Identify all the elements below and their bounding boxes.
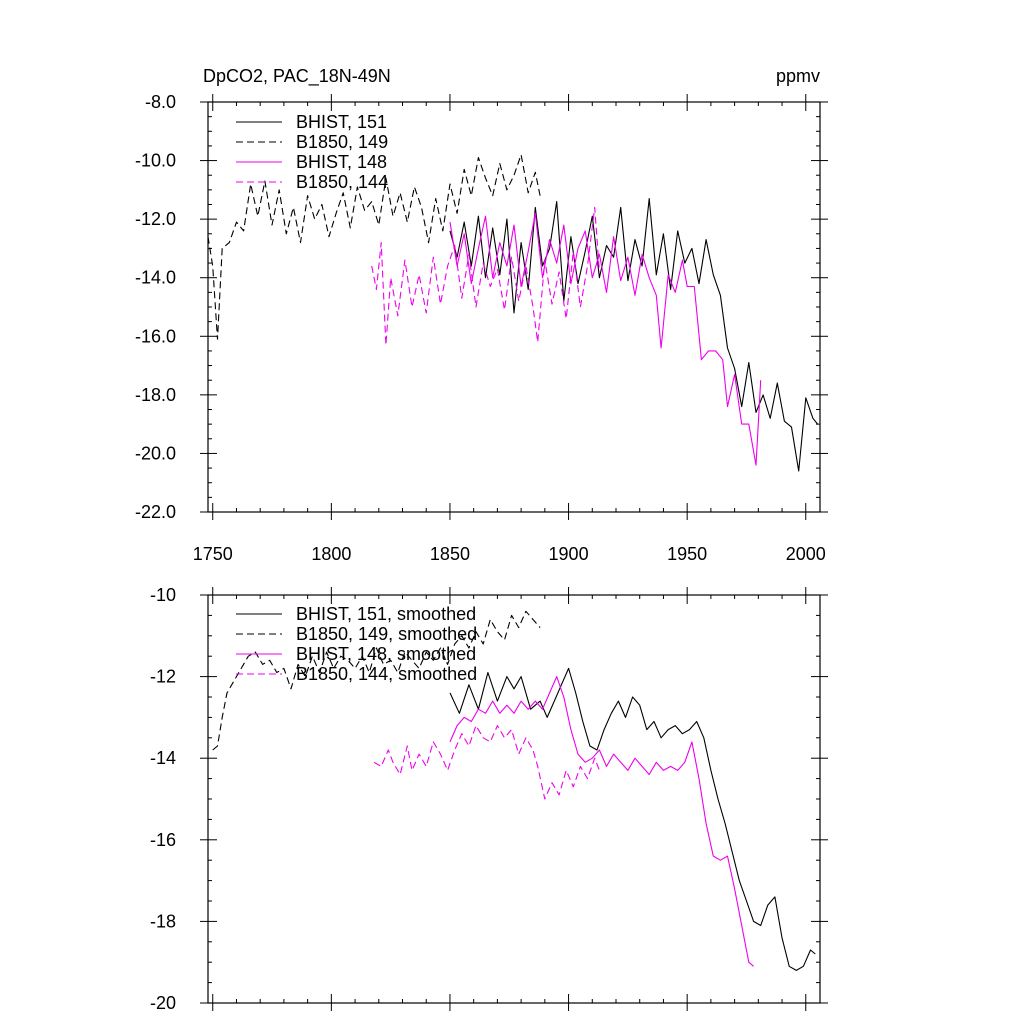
bottom-series-line-4 (373, 725, 600, 800)
bottom-legend-label: B1850, 144, smoothed (296, 664, 477, 684)
bottom-y-tick-label: -20 (150, 993, 176, 1013)
top-y-tick-label: -20.0 (135, 443, 176, 463)
top-chart-title: DpCO2, PAC_18N-49N (203, 66, 391, 87)
top-y-tick-label: -14.0 (135, 268, 176, 288)
top-legend-label: BHIST, 151 (296, 112, 387, 132)
top-y-tick-label: -22.0 (135, 502, 176, 522)
top-x-tick-label: 1900 (549, 544, 589, 564)
top-y-tick-label: -10.0 (135, 151, 176, 171)
top-plot-area: 1750 1800 1850 1900 1950 2000 -8.0 -10.0 -12.0 -1… (135, 92, 828, 564)
bottom-legend-label: BHIST, 148, smoothed (296, 644, 476, 664)
bottom-y-tick-label: -16 (150, 830, 176, 850)
top-x-tick-label: 1800 (311, 544, 351, 564)
bottom-series-line-1 (449, 667, 816, 971)
top-y-tick-label: -18.0 (135, 385, 176, 405)
top-legend-label: BHIST, 148 (296, 152, 387, 172)
top-x-tick-label: 1950 (667, 544, 707, 564)
top-x-tick-label: 1750 (193, 544, 233, 564)
top-legend-label: B1850, 144 (296, 172, 388, 192)
top-series-line-3 (449, 212, 762, 466)
bottom-y-tick-label: -14 (150, 748, 176, 768)
bottom-y-tick-label: -10 (150, 585, 176, 605)
top-y-tick-label: -8.0 (145, 92, 176, 112)
top-chart-units: ppmv (776, 66, 820, 86)
top-x-tick-label: 2000 (786, 544, 826, 564)
top-series-line-1 (449, 198, 819, 472)
bottom-series-line-3 (449, 676, 754, 967)
bottom-legend-label: B1850, 149, smoothed (296, 624, 477, 644)
bottom-y-tick-label: -18 (150, 911, 176, 931)
bottom-legend-label: BHIST, 151, smoothed (296, 604, 476, 624)
bottom-series-line-2 (212, 610, 541, 751)
top-x-tick-label: 1850 (430, 544, 470, 564)
top-y-tick-label: -12.0 (135, 209, 176, 229)
top-series-line-2 (207, 154, 541, 340)
bottom-y-tick-label: -12 (150, 667, 176, 687)
top-series-line-4 (371, 206, 600, 346)
top-legend-label: B1850, 149 (296, 132, 388, 152)
top-y-tick-label: -16.0 (135, 326, 176, 346)
